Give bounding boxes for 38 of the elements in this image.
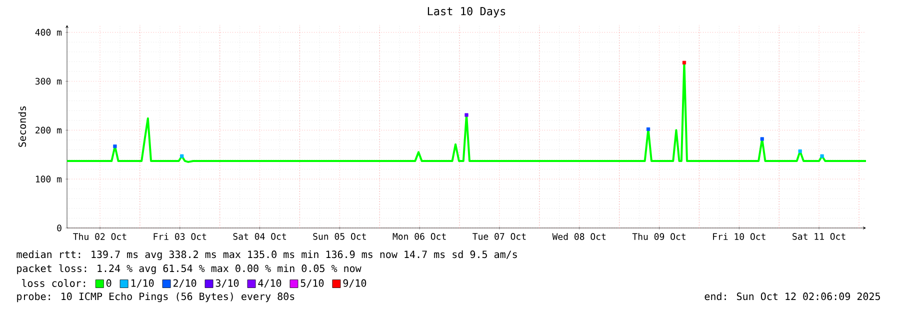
x-tick-label: Sat 04 Oct (233, 233, 286, 240)
point (113, 144, 117, 148)
point (820, 154, 824, 158)
legend-label: 9/10 (343, 279, 366, 288)
text: probe: 10 ICMP Echo Pings (56 Bytes) every 80s (17, 292, 294, 302)
legend-label: 1/10 (131, 279, 154, 288)
y-tick-label: 200 m (36, 126, 62, 134)
x-tick-label: Thu 09 Oct (632, 233, 686, 240)
legend-label: 3/10 (216, 279, 239, 288)
point (682, 60, 686, 64)
text: end: Sun Oct 12 02:06:09 2025 (704, 292, 880, 300)
point (180, 154, 184, 158)
x-tick-label: Fri 10 Oct (713, 233, 766, 240)
text: median rtt: 139.7 ms avg 338.2 ms max 135.0 ms min 136.9 ms now 14.7 ms sd 9.5 am/s (16, 250, 517, 260)
x-tick-label: Mon 06 Oct (392, 233, 446, 240)
point (760, 137, 764, 141)
y-tick-label: 100 m (36, 176, 62, 182)
y-tick-label: 0 (57, 224, 62, 232)
y-tick-label: 400 m (35, 28, 62, 36)
line-series (66, 62, 867, 163)
legend-label: 2/10 (173, 279, 196, 288)
x-tick-label: Fri 03 Oct (154, 233, 206, 240)
y-tick-label: 300 m (35, 78, 62, 85)
x-tick-label: Tue 07 Oct (472, 233, 526, 240)
legend-label: 5/10 (300, 279, 324, 288)
legend-label: 4/10 (258, 279, 282, 288)
y-axis-title: Seconds (18, 106, 26, 147)
x-tick-label: Wed 08 Oct (552, 233, 606, 240)
x-tick-label: Sun 05 Oct (313, 233, 366, 240)
point (646, 127, 650, 131)
legend-label: 0 (106, 279, 112, 287)
point (798, 149, 802, 153)
point (464, 113, 468, 117)
legend-title: loss color: (22, 279, 86, 287)
x-tick-label: Sat 11 Oct (792, 233, 846, 240)
text: packet loss: 1.24 % avg 61.54 % max 0.00 % min 0.05 % now (17, 264, 362, 274)
x-tick-label: Thu 02 Oct (73, 233, 126, 240)
chart-title: Last 10 Days (428, 7, 506, 18)
